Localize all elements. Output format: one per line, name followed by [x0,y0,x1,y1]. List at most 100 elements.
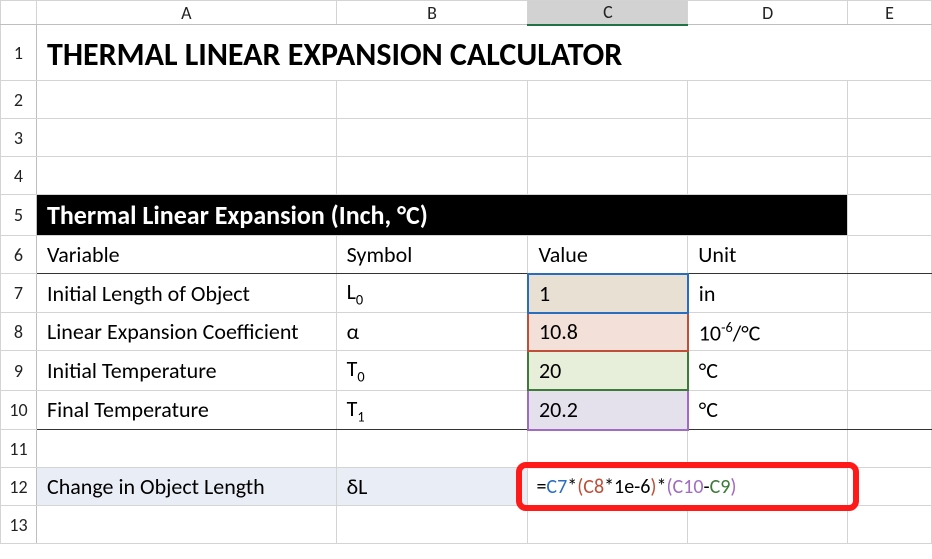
cell-E6[interactable] [848,236,932,274]
value-C10[interactable]: 20.2 [528,390,688,429]
cell-C2[interactable] [528,81,688,119]
row-header-12[interactable]: 12 [1,468,37,506]
cell-D13[interactable] [688,506,848,544]
spreadsheet-grid: A B C D E 1 THERMAL LINEAR EXPANSION CAL… [0,0,932,544]
row-header-6[interactable]: 6 [1,236,37,274]
cell-B11[interactable] [336,430,528,468]
cell-B3[interactable] [336,119,528,157]
column-header-row: A B C D E [1,1,932,25]
var-expansion-coeff[interactable]: Linear Expansion Coefficient [36,313,336,351]
row-header-10[interactable]: 10 [1,390,37,429]
row-5: 5 Thermal Linear Expansion (Inch, °C) [1,195,932,236]
cell-E9[interactable] [848,351,932,390]
row-1: 1 THERMAL LINEAR EXPANSION CALCULATOR [1,25,932,81]
symbol-T1[interactable]: T1 [336,390,528,429]
symbol-sub: 0 [356,290,363,308]
row-header-13[interactable]: 13 [1,506,37,544]
cell-E4[interactable] [848,157,932,195]
cell-A13[interactable] [36,506,336,544]
table-col-value[interactable]: Value [528,236,688,274]
row-header-8[interactable]: 8 [1,313,37,351]
value-C8[interactable]: 10.8 [528,313,688,351]
var-change-length[interactable]: Change in Object Length [36,468,336,506]
cell-D11[interactable] [688,430,848,468]
row-header-5[interactable]: 5 [1,195,37,236]
symbol-L0[interactable]: L0 [336,274,528,313]
col-header-D[interactable]: D [688,1,848,25]
symbol-base: T [347,355,358,382]
formula-cell-C12[interactable]: =C7*(C8*1e-6)*(C10-C9) [528,468,848,506]
symbol-alpha[interactable]: α [336,313,528,351]
unit-degC-2[interactable]: °C [688,390,848,429]
cell-E10[interactable] [848,390,932,429]
row-header-1[interactable]: 1 [1,25,37,81]
cell-B2[interactable] [336,81,528,119]
var-initial-length[interactable]: Initial Length of Object [36,274,336,313]
row-4: 4 [1,157,932,195]
symbol-base: L [347,278,356,305]
cell-E13[interactable] [848,506,932,544]
page-title[interactable]: THERMAL LINEAR EXPANSION CALCULATOR [36,25,931,81]
cell-D4[interactable] [688,157,848,195]
cell-D2[interactable] [688,81,848,119]
unit-in[interactable]: in [688,274,848,313]
symbol-base: T [347,395,358,422]
row-6: 6 Variable Symbol Value Unit [1,236,932,274]
symbol-sub: 0 [357,368,364,386]
symbol-deltaL[interactable]: δL [336,468,528,506]
row-header-7[interactable]: 7 [1,274,37,313]
unit-suffix: /°C [733,319,761,346]
table-col-variable[interactable]: Variable [36,236,336,274]
unit-per-degC[interactable]: 10-6/°C [688,313,848,351]
select-all-corner[interactable] [1,1,37,25]
col-header-C[interactable]: C [528,1,688,25]
row-10: 10 Final Temperature T1 20.2 °C [1,390,932,429]
cell-E8[interactable] [848,313,932,351]
symbol-sub: 1 [357,407,364,425]
cell-C3[interactable] [528,119,688,157]
cell-E12[interactable] [848,468,932,506]
value-C9[interactable]: 20 [528,351,688,390]
cell-A3[interactable] [36,119,336,157]
var-initial-temp[interactable]: Initial Temperature [36,351,336,390]
row-header-2[interactable]: 2 [1,81,37,119]
row-header-9[interactable]: 9 [1,351,37,390]
cell-A11[interactable] [36,430,336,468]
row-8: 8 Linear Expansion Coefficient α 10.8 10… [1,313,932,351]
col-header-B[interactable]: B [336,1,528,25]
var-final-temp[interactable]: Final Temperature [36,390,336,429]
col-header-E[interactable]: E [848,1,932,25]
row-header-4[interactable]: 4 [1,157,37,195]
unit-base: 10 [699,319,721,346]
cell-E2[interactable] [848,81,932,119]
cell-B4[interactable] [336,157,528,195]
value-C7[interactable]: 1 [528,274,688,313]
table-col-unit[interactable]: Unit [688,236,848,274]
section-header[interactable]: Thermal Linear Expansion (Inch, °C) [36,195,847,236]
cell-E11[interactable] [848,430,932,468]
cell-C11[interactable] [528,430,688,468]
table-col-symbol[interactable]: Symbol [336,236,528,274]
unit-degC[interactable]: °C [688,351,848,390]
cell-E3[interactable] [848,119,932,157]
row-3: 3 [1,119,932,157]
row-11: 11 [1,430,932,468]
cell-C13[interactable] [528,506,688,544]
row-13: 13 [1,506,932,544]
row-header-3[interactable]: 3 [1,119,37,157]
cell-C4[interactable] [528,157,688,195]
row-9: 9 Initial Temperature T0 20 °C [1,351,932,390]
cell-A4[interactable] [36,157,336,195]
row-12: 12 Change in Object Length δL =C7*(C8*1e… [1,468,932,506]
cell-D3[interactable] [688,119,848,157]
cell-B13[interactable] [336,506,528,544]
col-header-A[interactable]: A [36,1,336,25]
row-header-11[interactable]: 11 [1,430,37,468]
formula-text: =C7*(C8*1e-6)*(C10-C9) [528,469,847,505]
cell-E7[interactable] [848,274,932,313]
symbol-T0[interactable]: T0 [336,351,528,390]
row-2: 2 [1,81,932,119]
unit-sup: -6 [721,318,733,336]
cell-E5[interactable] [848,195,932,236]
cell-A2[interactable] [36,81,336,119]
